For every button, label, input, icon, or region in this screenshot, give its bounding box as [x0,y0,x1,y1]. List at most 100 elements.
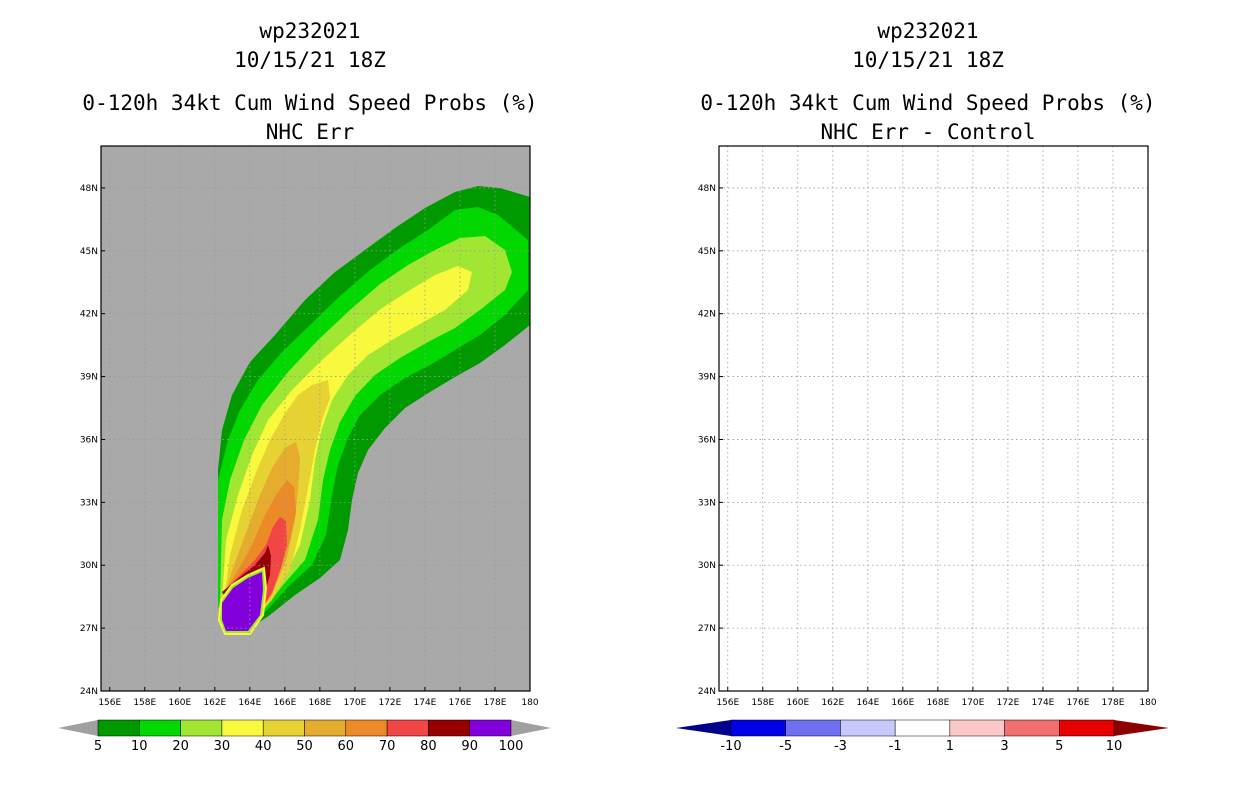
chart-subtitle: NHC Err [266,120,355,144]
colorbar-label: 5 [1055,739,1063,754]
lon-tick-label: 170E [961,698,984,708]
lon-tick-label: 166E [891,698,914,708]
colorbar-label: 50 [296,739,313,754]
colorbar-swatch [1004,719,1060,737]
colorbar-label: -10 [720,739,741,754]
panel-nhc-err: wp232021 10/15/21 18Z 0-120h 34kt Cum Wi… [58,19,551,754]
probability-contours [217,186,530,635]
colorbar-swatch [785,719,841,737]
lat-tick-label: 42N [698,310,716,320]
lon-tick-label: 164E [856,698,879,708]
colorbar-swatch [97,719,140,737]
lon-tick-label: 174E [414,698,437,708]
lon-tick-label: 160E [786,698,809,708]
chart-title: 0-120h 34kt Cum Wind Speed Probs (%) [82,91,537,115]
lon-tick-label: 168E [926,698,949,708]
longitude-ticks: 156E 158E 160E 162E 164E 166E 168E 170E 172E 174E… [98,687,539,708]
colorbar-arrow-high [1114,720,1169,736]
colorbar-label: 20 [172,739,189,754]
lat-tick-label: 36N [698,435,716,445]
lat-tick-label: 36N [80,435,98,445]
colorbar-swatch [221,719,264,737]
storm-id-label: wp232021 [259,19,360,43]
colorbar-swatch [304,719,347,737]
lon-tick-label: 180 [1139,698,1156,708]
colorbar-label: 90 [461,739,478,754]
lon-tick-label: 156E [716,698,739,708]
colorbar-label: 3 [1000,739,1008,754]
lon-tick-label: 174E [1032,698,1055,708]
lon-tick-label: 178E [1102,698,1125,708]
map-background [719,146,1148,691]
colorbar-label: 60 [338,739,355,754]
lon-tick-label: 160E [168,698,191,708]
colorbar-swatch [262,719,305,737]
lon-tick-label: 158E [751,698,774,708]
map-gridlines [101,146,530,691]
lat-tick-label: 45N [80,247,98,257]
lat-tick-label: 30N [698,561,716,571]
latitude-ticks: 48N 45N 42N 39N 36N 33N 30N 27N 24N [698,184,723,697]
lat-tick-label: 27N [80,624,98,634]
colorbar-swatch [730,719,786,737]
datetime-label: 10/15/21 18Z [234,48,386,72]
lat-tick-label: 48N [698,184,716,194]
lon-tick-label: 176E [449,698,472,708]
colorbar-swatch [345,719,388,737]
lon-tick-label: 170E [343,698,366,708]
lat-tick-label: 33N [698,498,716,508]
lat-tick-label: 24N [80,687,98,697]
colorbar-label: 80 [420,739,437,754]
lon-tick-label: 156E [98,698,121,708]
map-frame [718,145,1149,692]
lat-tick-label: 27N [698,624,716,634]
map-frame [100,145,531,692]
colorbar-swatch [139,719,181,737]
colorbar-swatch [894,719,951,737]
colorbar-label: 1 [946,739,954,754]
colorbar-label: 10 [1106,739,1123,754]
lat-tick-label: 48N [80,184,98,194]
colorbar-swatch [428,719,470,737]
lon-tick-label: 166E [273,698,296,708]
colorbar-label: 30 [214,739,231,754]
colorbar-label: 70 [379,739,396,754]
lat-tick-label: 42N [80,310,98,320]
lat-tick-label: 45N [698,247,716,257]
lon-tick-label: 168E [308,698,331,708]
colorbar-label: 40 [255,739,272,754]
colorbar-swatch [1059,719,1115,737]
colorbar-swatch [840,719,896,737]
longitude-ticks: 156E 158E 160E 162E 164E 166E 168E 170E 172E 174E… [716,687,1157,708]
lat-tick-label: 33N [80,498,98,508]
datetime-label: 10/15/21 18Z [852,48,1004,72]
lon-tick-label: 178E [484,698,507,708]
colorbar-swatch [386,719,429,737]
panel-nhc-err-control: wp232021 10/15/21 18Z 0-120h 34kt Cum Wi… [676,19,1169,754]
colorbar: 5 10 20 30 40 50 60 70 80 90 100 [58,719,551,754]
colorbar-label: -5 [779,739,792,754]
colorbar-label: 10 [131,739,148,754]
lon-tick-label: 180 [521,698,538,708]
colorbar-arrow-low [676,720,731,736]
map-gridlines [719,146,1148,691]
colorbar-swatch [469,719,512,737]
colorbar-label: 100 [499,739,524,754]
colorbar-label: -1 [889,739,902,754]
chart-title: 0-120h 34kt Cum Wind Speed Probs (%) [700,91,1155,115]
storm-id-label: wp232021 [877,19,978,43]
lon-tick-label: 164E [238,698,261,708]
lat-tick-label: 39N [80,373,98,383]
colorbar: -10 -5 -3 -1 1 3 5 10 [676,719,1169,754]
colorbar-swatch [180,719,223,737]
lat-tick-label: 39N [698,373,716,383]
lon-tick-label: 162E [203,698,226,708]
contour-100pct [222,572,263,631]
lat-tick-label: 24N [698,687,716,697]
colorbar-swatch [949,719,1005,737]
colorbar-label: -3 [834,739,847,754]
colorbar-label: 5 [94,739,102,754]
chart-subtitle: NHC Err - Control [821,120,1036,144]
colorbar-arrow-low [58,720,98,736]
